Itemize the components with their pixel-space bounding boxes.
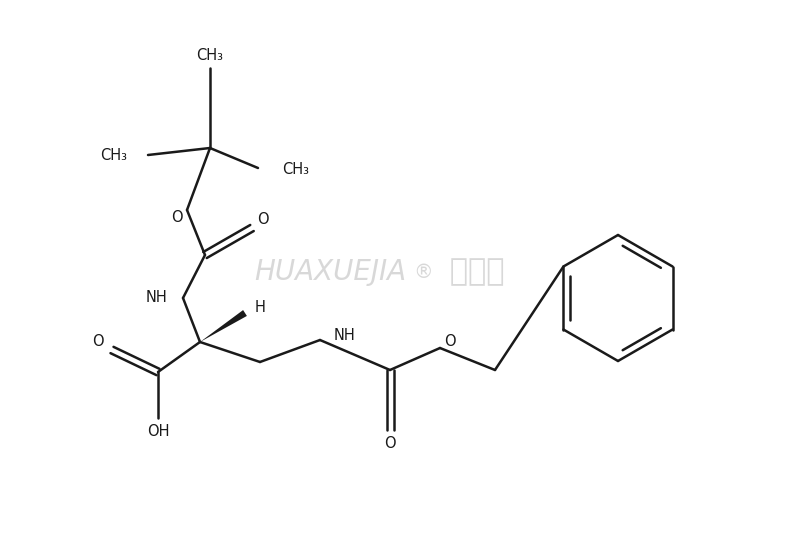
- Text: NH: NH: [145, 289, 167, 305]
- Text: O: O: [92, 334, 104, 350]
- Text: CH₃: CH₃: [100, 148, 127, 163]
- Text: ®: ®: [413, 262, 433, 282]
- Text: CH₃: CH₃: [282, 163, 309, 177]
- Text: CH₃: CH₃: [196, 48, 223, 63]
- Text: NH: NH: [334, 328, 356, 344]
- Text: O: O: [171, 210, 183, 226]
- Text: 化学加: 化学加: [440, 257, 505, 287]
- Text: O: O: [257, 212, 269, 227]
- Text: H: H: [255, 300, 266, 316]
- Polygon shape: [200, 310, 247, 342]
- Text: O: O: [384, 436, 396, 451]
- Text: OH: OH: [147, 424, 169, 440]
- Text: O: O: [445, 333, 456, 349]
- Text: HUAXUEJIA: HUAXUEJIA: [254, 258, 406, 286]
